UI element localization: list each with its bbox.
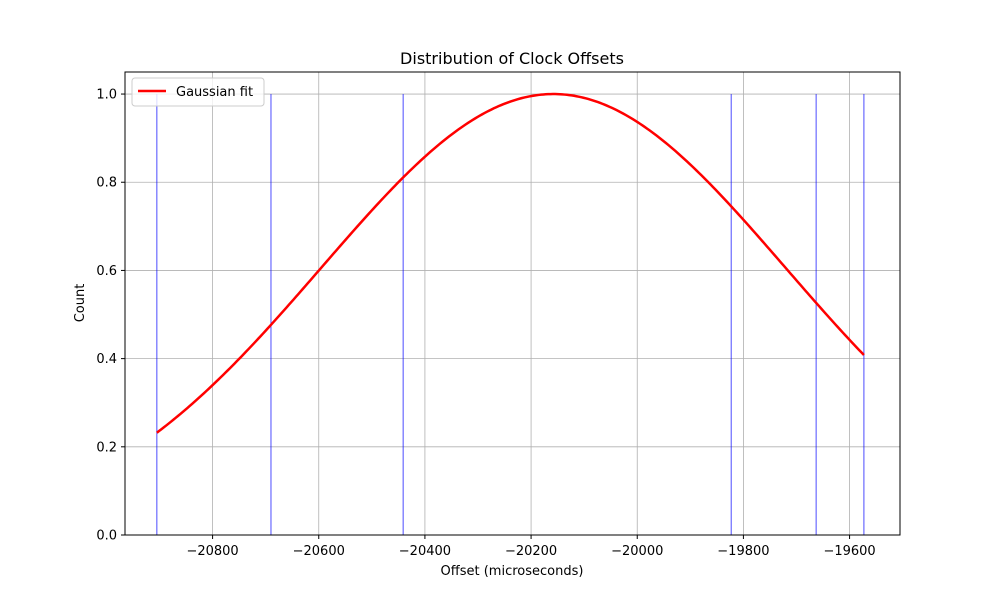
y-tick-label: 0.4: [96, 352, 117, 367]
histogram-bar: [863, 94, 865, 536]
y-tick-label: 0.0: [96, 529, 117, 544]
x-tick-label: −19600: [823, 544, 875, 559]
x-tick-label: −20800: [186, 544, 238, 559]
x-axis-label: Offset (microseconds): [441, 564, 584, 579]
x-tick-label: −20000: [611, 544, 663, 559]
gaussian-fit-line: [156, 92, 865, 434]
legend-box: [131, 77, 265, 107]
y-tick-label: 1.0: [96, 88, 117, 103]
histogram-bar: [402, 94, 404, 536]
x-tick-label: −20200: [505, 544, 557, 559]
y-tick-label: 0.6: [96, 264, 117, 279]
axes-layer: −20800 −20600 −20400 −20200 −20000 −19800 −196…: [96, 71, 901, 559]
histogram-bar: [270, 94, 272, 536]
x-tick-label: −20400: [399, 544, 451, 559]
gaussian-curve-layer: [156, 92, 865, 434]
y-tick-label: 0.2: [96, 440, 117, 455]
legend-label-gaussian-fit: Gaussian fit: [176, 85, 253, 100]
plot-frame: [124, 71, 901, 536]
legend: Gaussian fit: [131, 77, 265, 107]
y-axis-label: Count: [73, 284, 88, 323]
histogram-bar: [730, 94, 732, 536]
histogram-bar: [156, 94, 158, 536]
chart-title: Distribution of Clock Offsets: [400, 49, 624, 68]
y-tick-label: 0.8: [96, 176, 117, 191]
x-tick-label: −20600: [293, 544, 345, 559]
histogram-bars: [156, 94, 865, 536]
x-tick-label: −19800: [717, 544, 769, 559]
histogram-bar: [815, 94, 817, 536]
